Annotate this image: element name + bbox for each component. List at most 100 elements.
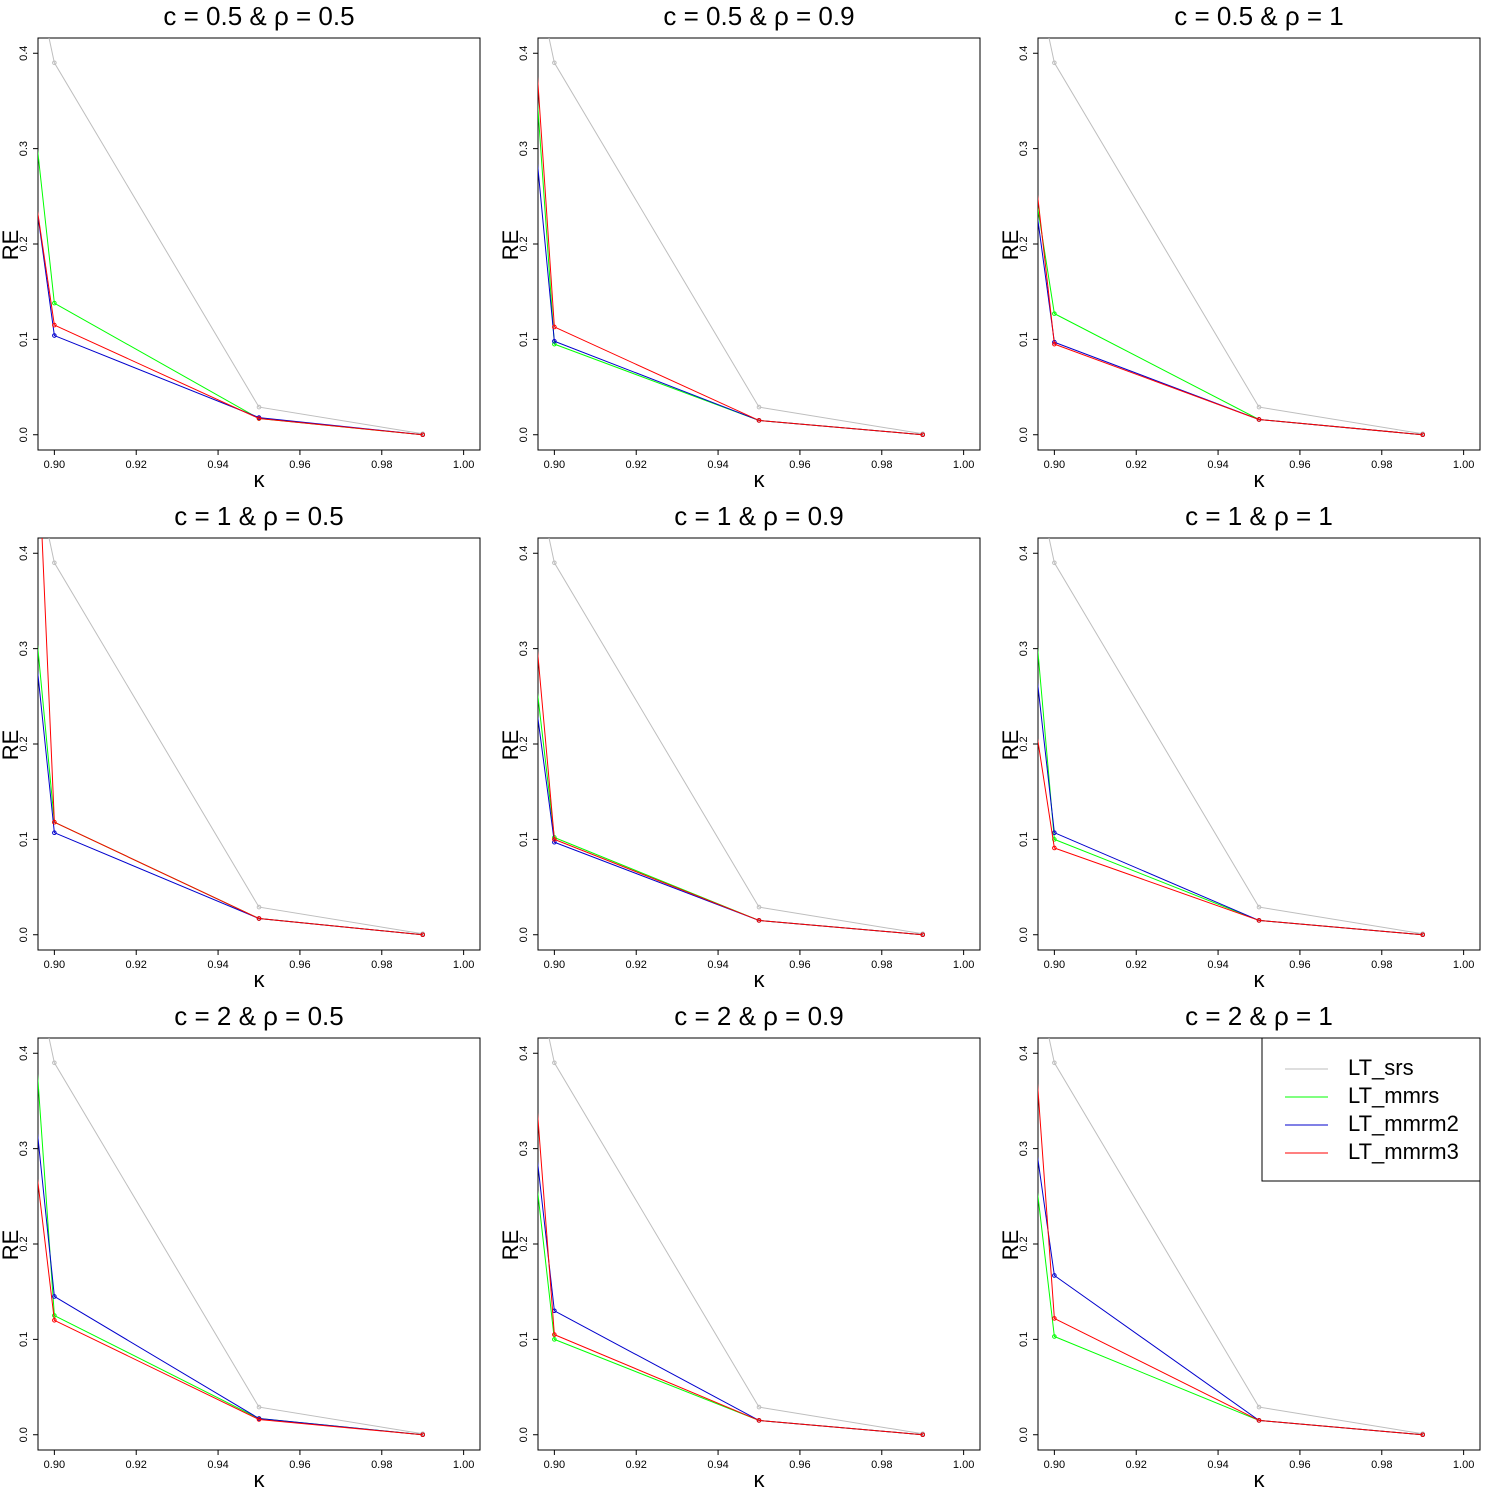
x-tick-label: 0.90: [1044, 459, 1065, 471]
point: [920, 932, 926, 938]
point: [1052, 830, 1057, 835]
x-tick-label: 1.00: [1453, 959, 1474, 971]
point: [52, 819, 57, 825]
series-line: [548, 1038, 923, 1435]
x-tick-label: 0.98: [371, 1459, 392, 1471]
point: [1052, 1273, 1057, 1278]
point: [1012, 985, 1016, 989]
point: [1256, 918, 1262, 923]
x-tick-label: 0.92: [1126, 459, 1147, 471]
y-tick-label: 0.3: [1018, 141, 1030, 156]
panel-title: c = 0.5 & ρ = 0.9: [663, 1, 854, 31]
point: [1012, 870, 1016, 874]
y-tick-label: 0.2: [1018, 1236, 1030, 1251]
point: [552, 1060, 557, 1066]
point: [756, 918, 762, 923]
point: [552, 1337, 557, 1342]
x-axis-label: κ: [254, 467, 266, 492]
point: [512, 485, 516, 489]
series-line: [48, 1038, 423, 1435]
point: [920, 1432, 926, 1438]
x-tick-label: 0.92: [126, 1459, 147, 1471]
panel: c = 2 & ρ = 0.9 κ RE 0.90 0.92 0.94 0.96 0.98 1.…: [498, 947, 981, 1492]
panel: c = 2 & ρ = 0.5 κ RE 0.90 0.92 0.94 0.96 0.98 1.…: [0, 1001, 481, 1492]
point: [1012, 580, 1016, 584]
x-tick-label: 0.96: [1289, 459, 1310, 471]
y-axis-label: RE: [0, 1230, 23, 1261]
series-line: [538, 715, 923, 936]
plot-area: [12, 389, 426, 938]
legend-box: [1261, 1037, 1481, 1182]
x-tick-label: 1.00: [1453, 459, 1474, 471]
y-tick-label: 0.0: [18, 427, 30, 442]
point: [552, 1332, 557, 1337]
point: [12, 389, 16, 393]
x-tick-label: 0.96: [289, 459, 310, 471]
plot-frame: [537, 537, 981, 951]
y-tick-label: 0.1: [518, 332, 530, 347]
y-tick-label: 0.1: [518, 832, 530, 847]
x-tick-label: 0.94: [1207, 1459, 1228, 1471]
x-tick-label: 0.90: [544, 1459, 565, 1471]
x-tick-label: 0.90: [544, 959, 565, 971]
point: [52, 1294, 57, 1299]
y-tick-label: 0.4: [18, 46, 30, 61]
plot-area: [1038, 38, 1426, 438]
series-line: [38, 1178, 423, 1436]
series-line: [538, 1189, 923, 1436]
x-tick-label: 1.00: [453, 1459, 474, 1471]
x-tick-label: 0.96: [289, 959, 310, 971]
y-tick-label: 0.2: [1018, 736, 1030, 751]
x-tick-label: 0.96: [789, 959, 810, 971]
panel: c = 0.5 & ρ = 1 κ RE 0.90 0.92 0.94 0.96 0.98 1.…: [998, 1, 1481, 492]
series-line: [1048, 1038, 1423, 1435]
x-tick-label: 0.96: [1289, 959, 1310, 971]
x-axis-label: κ: [754, 1467, 766, 1492]
point: [256, 904, 262, 910]
point: [1052, 341, 1057, 347]
y-tick-label: 0.4: [18, 546, 30, 561]
y-tick-label: 0.3: [1018, 641, 1030, 656]
x-tick-label: 1.00: [953, 1459, 974, 1471]
point: [552, 324, 557, 330]
panel-title: c = 2 & ρ = 0.5: [174, 1001, 343, 1031]
plot-frame: [1037, 537, 1481, 951]
x-tick-label: 0.98: [371, 459, 392, 471]
series-line: [548, 538, 923, 935]
y-tick-label: 0.4: [518, 1046, 530, 1061]
point: [756, 404, 762, 410]
point: [552, 837, 557, 842]
y-tick-label: 0.1: [18, 1332, 30, 1347]
x-axis-label: κ: [254, 1467, 266, 1492]
point: [52, 1317, 57, 1323]
point: [52, 300, 57, 306]
point: [512, 947, 516, 951]
y-axis-label: RE: [498, 1230, 523, 1261]
plot-area: [512, 947, 926, 1438]
y-tick-label: 0.4: [1018, 546, 1030, 561]
y-tick-label: 0.1: [18, 832, 30, 847]
point: [1052, 60, 1057, 66]
y-tick-label: 0.0: [1018, 1427, 1030, 1442]
x-tick-label: 1.00: [953, 959, 974, 971]
y-tick-label: 0.2: [1018, 236, 1030, 251]
point: [920, 432, 926, 438]
x-tick-label: 1.00: [953, 459, 974, 471]
panel-title: c = 1 & ρ = 0.5: [174, 501, 343, 531]
legend-label: LT_mmrm3: [1348, 1139, 1459, 1164]
y-axis-label: RE: [998, 1230, 1023, 1261]
point: [756, 1418, 762, 1423]
point: [52, 60, 57, 66]
point: [1052, 311, 1057, 316]
point: [1256, 1404, 1262, 1410]
point: [512, 975, 516, 979]
series-line: [1038, 646, 1423, 936]
point: [1052, 1060, 1057, 1066]
point: [420, 1432, 426, 1438]
panel: c = 1 & ρ = 0.9 κ RE 0.90 0.92 0.94 0.96 0.98 1.…: [498, 485, 981, 992]
plot-area: [1012, 870, 1426, 1438]
y-tick-label: 0.3: [18, 141, 30, 156]
x-tick-label: 0.90: [44, 959, 65, 971]
y-tick-label: 0.2: [518, 236, 530, 251]
point: [1420, 932, 1426, 938]
